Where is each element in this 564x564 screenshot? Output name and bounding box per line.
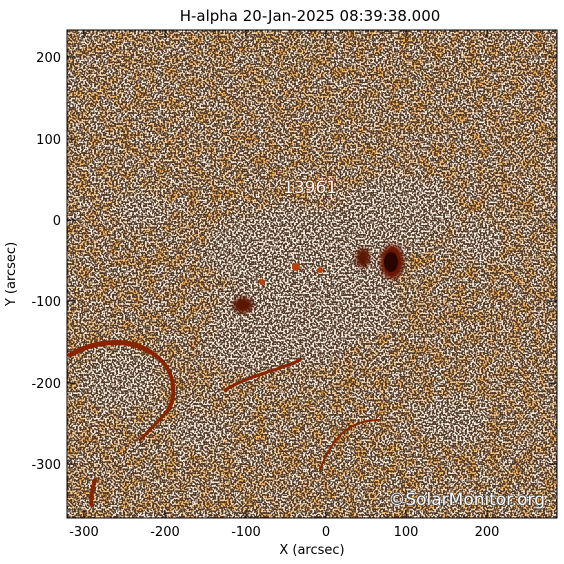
- y-tick-labels: 200 100 0 -100 -200 -300: [31, 51, 61, 473]
- solar-image-panel: [67, 30, 557, 518]
- x-tick-label: -100: [231, 525, 261, 540]
- x-tick-label: -200: [150, 525, 180, 540]
- sunspot-middle: [356, 248, 370, 268]
- x-tick-label: 200: [475, 525, 500, 540]
- plot-border: [66, 29, 558, 519]
- x-tick-label: 100: [394, 525, 419, 540]
- y-tick-label: -200: [31, 377, 61, 392]
- x-axis: [83, 30, 488, 518]
- y-tick-label: -100: [31, 295, 61, 310]
- filaments: [67, 340, 381, 507]
- sunspot-group: [233, 245, 404, 313]
- y-tick-label: -300: [31, 458, 61, 473]
- fibril-speckle: [67, 30, 557, 518]
- sunspot-trailing: [233, 297, 253, 313]
- y-axis-title: Y (arcsec): [4, 242, 19, 307]
- x-axis-title: X (arcsec): [279, 543, 344, 558]
- y-tick-label: 200: [36, 51, 61, 66]
- y-tick-label: 100: [36, 133, 61, 148]
- x-tick-label: 0: [322, 525, 330, 540]
- x-tick-label: -300: [69, 525, 99, 540]
- image-title: H-alpha 20-Jan-2025 08:39:38.000: [180, 7, 441, 25]
- solarmonitor-watermark: ©SolarMonitor.org: [388, 490, 545, 510]
- active-region-label: 13961: [283, 178, 337, 198]
- y-tick-label: 0: [53, 214, 61, 229]
- y-axis: [67, 56, 557, 465]
- x-tick-labels: -300 -200 -100 0 100 200: [69, 525, 499, 540]
